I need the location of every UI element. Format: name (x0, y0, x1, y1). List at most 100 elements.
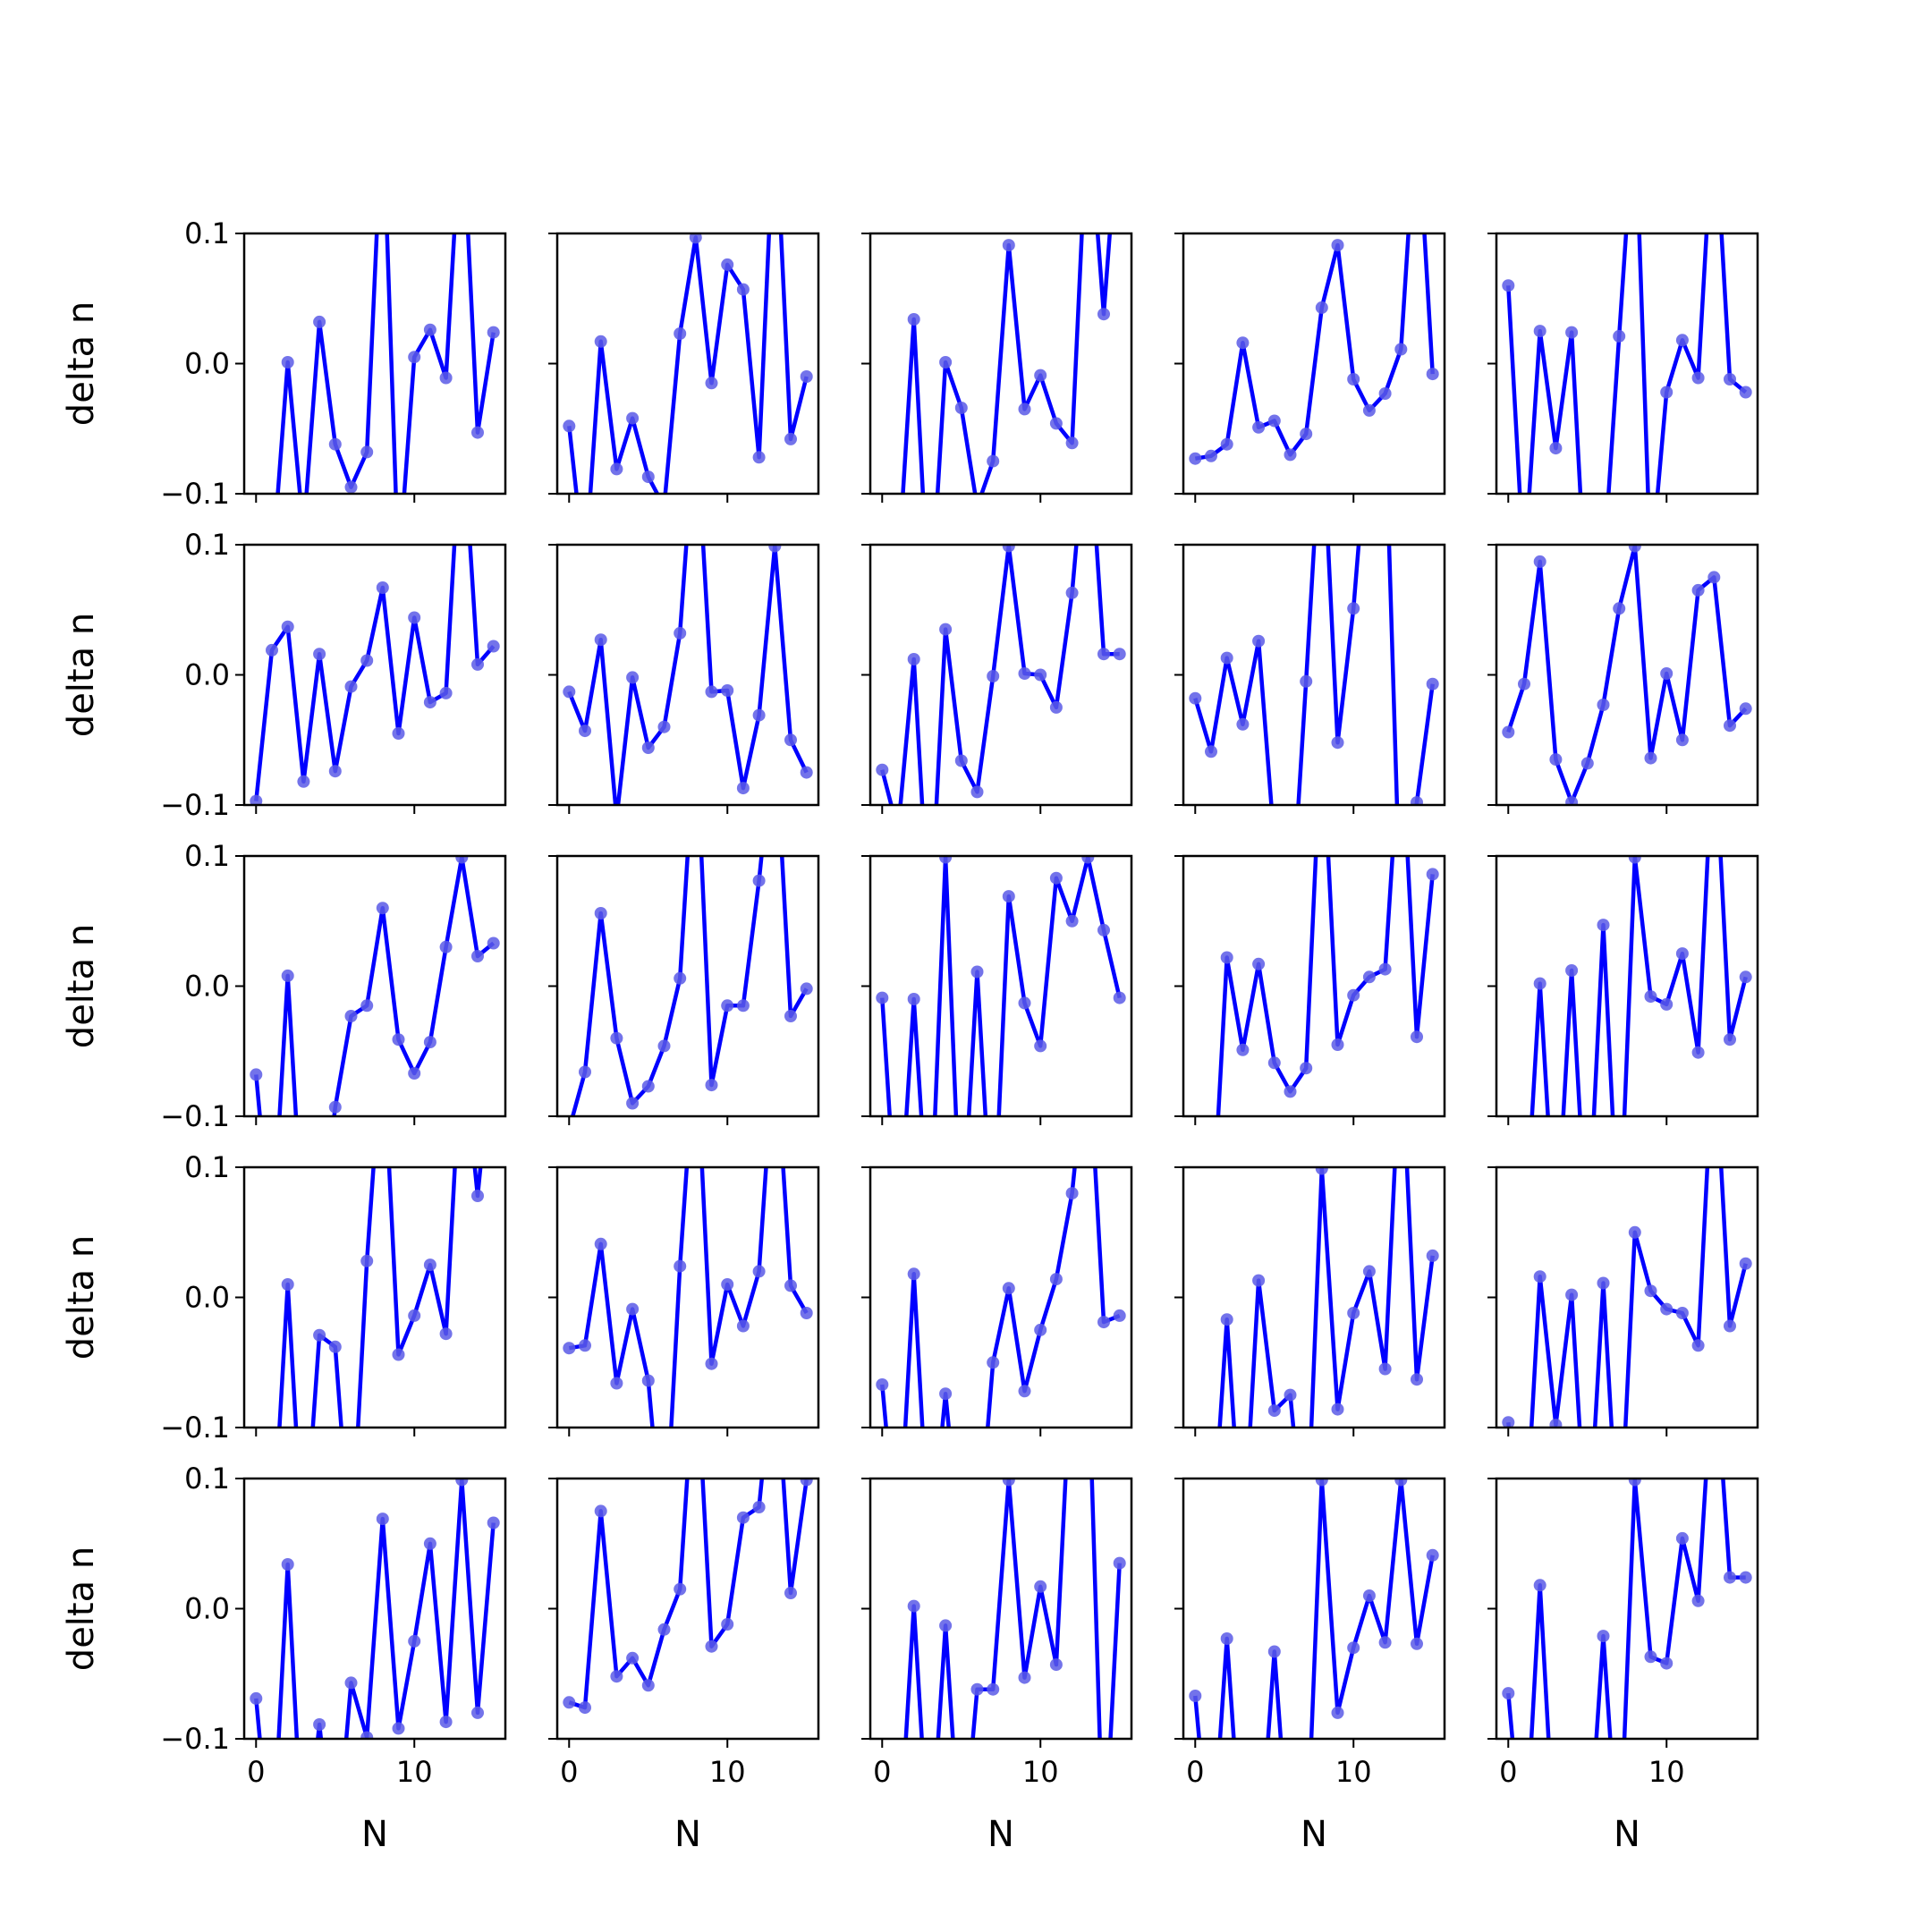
data-point (1739, 702, 1752, 716)
y-tick-label: 0.0 (184, 1592, 230, 1626)
data-point (328, 437, 342, 451)
data-point (1549, 753, 1563, 767)
data-point (1394, 1479, 1408, 1487)
data-point (1065, 1187, 1079, 1200)
data-point (800, 982, 813, 996)
data-point (563, 685, 576, 699)
data-point (439, 1327, 453, 1341)
series-line (1506, 1167, 1748, 1428)
data-point (1739, 1571, 1752, 1584)
series-area (1189, 1479, 1439, 1739)
data-point (970, 965, 984, 979)
data-point (752, 874, 766, 887)
data-point (907, 313, 920, 326)
data-point (1347, 373, 1360, 386)
data-point (1315, 1167, 1328, 1175)
data-point (1565, 964, 1579, 977)
data-point (1065, 914, 1079, 928)
data-point (360, 999, 374, 1013)
y-axis-label: delta n (61, 1235, 102, 1360)
data-point (250, 1068, 263, 1081)
data-point (594, 1237, 607, 1250)
panel-r1-c1: −0.1 0.0 0.1 delta n (61, 216, 507, 511)
series-line (254, 856, 496, 1116)
axes-frame (555, 854, 820, 1118)
data-point (1220, 951, 1233, 964)
x-axis-label: N (674, 1814, 701, 1855)
data-point (626, 1302, 640, 1316)
data-point (487, 640, 500, 653)
data-point (1675, 733, 1689, 747)
data-point (626, 671, 640, 684)
data-point (1426, 868, 1439, 881)
data-point (423, 1258, 436, 1272)
y-tick-label: 0.0 (184, 658, 230, 692)
data-point (800, 766, 813, 779)
data-point (970, 785, 984, 799)
data-point (1284, 448, 1297, 462)
x-axis-label: N (1301, 1814, 1327, 1855)
data-point (1331, 1706, 1344, 1719)
panel-r2-c1: −0.1 0.0 0.1 delta n (61, 528, 507, 822)
series-area (563, 1167, 813, 1428)
data-point (610, 1377, 623, 1390)
data-point (1049, 1273, 1063, 1286)
data-point (471, 426, 484, 439)
series-line (1216, 856, 1435, 1116)
data-point (328, 1340, 342, 1353)
panel-r4-c3 (861, 1165, 1133, 1436)
y-axis-label: delta n (61, 613, 102, 737)
data-point (360, 1731, 374, 1739)
data-point (328, 1100, 342, 1114)
data-point (1018, 996, 1031, 1010)
series-line (880, 856, 1122, 1116)
y-tick-label: 0.1 (184, 528, 230, 562)
data-point (674, 1259, 687, 1273)
data-point (471, 950, 484, 962)
series-line (568, 1479, 809, 1710)
data-point (1378, 962, 1392, 976)
data-point (939, 1619, 953, 1632)
data-point (907, 1267, 920, 1281)
data-point (1724, 1319, 1736, 1333)
data-point (563, 1696, 576, 1709)
data-point (1660, 1657, 1674, 1670)
data-point (1739, 1257, 1752, 1270)
data-point (1675, 1531, 1689, 1545)
data-point (1081, 856, 1095, 864)
data-point (1628, 545, 1641, 553)
data-point (907, 653, 920, 665)
data-point (939, 1387, 953, 1401)
series-line (277, 1167, 483, 1428)
data-point (579, 1339, 591, 1352)
data-point (281, 1558, 294, 1571)
data-point (408, 1309, 421, 1322)
series-area (1216, 856, 1439, 1116)
data-point (1220, 651, 1233, 665)
data-point (392, 1722, 405, 1735)
data-point (705, 685, 718, 699)
data-point (1426, 1548, 1439, 1562)
series-area (1189, 545, 1439, 805)
data-point (1644, 751, 1657, 765)
data-point (1426, 368, 1439, 381)
data-point (1097, 308, 1110, 321)
y-tick-label: 0.1 (184, 216, 230, 250)
data-point (1220, 1632, 1233, 1645)
panel-r4-c5 (1487, 1165, 1759, 1436)
series-line (880, 1167, 1121, 1428)
series-area (876, 1167, 1126, 1428)
series-area (250, 856, 500, 1116)
data-point (1533, 325, 1546, 338)
x-axis-label: N (987, 1814, 1014, 1855)
data-point (1691, 583, 1705, 597)
y-tick-label: −0.1 (160, 1099, 230, 1133)
data-point (752, 1501, 766, 1513)
data-point (1675, 334, 1689, 347)
data-point (1597, 699, 1610, 711)
data-point (1331, 736, 1344, 750)
series-line (1506, 1479, 1746, 1739)
panel-r3-c1: −0.1 0.0 0.1 delta n (61, 839, 507, 1133)
y-tick-label: −0.1 (160, 1411, 230, 1445)
data-point (1362, 970, 1376, 984)
